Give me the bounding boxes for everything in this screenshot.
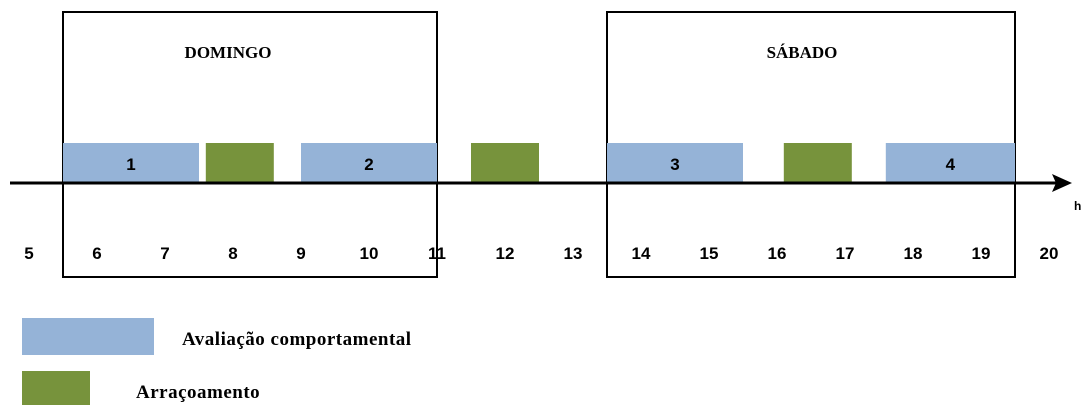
legend-swatch-behavior	[22, 318, 154, 355]
legend-swatch-feeding	[22, 371, 90, 405]
tick-label: 12	[496, 244, 515, 263]
tick-label: 20	[1040, 244, 1059, 263]
tick-label: 13	[564, 244, 583, 263]
axis-unit-label: h	[1074, 199, 1081, 213]
day-bracket-saturday	[606, 183, 1016, 278]
hour-ticks: 5 6 7 8 9 10 11 12 13 14 15 16 17 18 19 20	[24, 244, 1058, 263]
feeding-blocks	[205, 143, 852, 182]
axis-arrowhead	[1052, 174, 1072, 192]
day-label-sunday: DOMINGO	[185, 43, 272, 62]
behavior-block-number: 3	[670, 155, 679, 174]
behavior-block-number: 4	[946, 155, 956, 174]
tick-label: 19	[972, 244, 991, 263]
feeding-block	[471, 143, 539, 182]
tick-label: 9	[296, 244, 305, 263]
behavior-block-number: 2	[364, 155, 373, 174]
tick-label: 14	[632, 244, 651, 263]
tick-label: 15	[700, 244, 719, 263]
tick-label: 16	[768, 244, 787, 263]
behavior-block	[301, 143, 437, 182]
tick-label: 10	[360, 244, 379, 263]
behavior-block	[885, 143, 1015, 182]
tick-label: 6	[92, 244, 101, 263]
legend-label-feeding: Arraçoamento	[136, 382, 260, 403]
feeding-block	[783, 143, 852, 182]
day-box-sunday	[62, 11, 438, 183]
day-bracket-sunday	[62, 183, 438, 278]
day-box-saturday	[606, 11, 1016, 183]
behavior-block	[607, 143, 743, 182]
day-label-saturday: SÁBADO	[767, 43, 838, 62]
tick-label: 18	[904, 244, 923, 263]
tick-label: 8	[228, 244, 237, 263]
tick-label: 17	[836, 244, 855, 263]
tick-label: 7	[160, 244, 169, 263]
day-brackets	[62, 11, 1016, 278]
behavior-blocks: 1 2 3 4	[63, 143, 1015, 182]
feeding-block	[205, 143, 274, 182]
tick-label: 11	[428, 244, 446, 263]
behavior-block	[63, 143, 199, 182]
behavior-block-number: 1	[126, 155, 135, 174]
legend-label-behavior: Avaliação comportamental	[182, 329, 412, 350]
tick-label: 5	[24, 244, 33, 263]
